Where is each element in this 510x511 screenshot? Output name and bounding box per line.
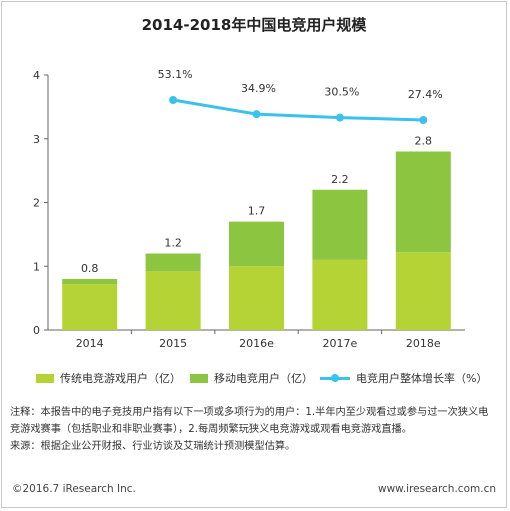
legend: 传统电竞游戏用户（亿） 移动电竞用户（亿） 电竞用户整体增长率（%）	[0, 370, 508, 390]
bar-traditional	[145, 271, 201, 330]
growth-label: 34.9%	[241, 82, 276, 95]
legend-swatch-mobile	[190, 373, 208, 383]
y-tick-label: 2	[33, 197, 40, 210]
x-tick-label: 2014	[76, 337, 104, 350]
y-tick-label: 1	[33, 260, 40, 273]
y-tick-label: 3	[33, 133, 40, 146]
bar-mobile	[145, 253, 201, 272]
growth-point	[419, 116, 428, 124]
bar-total-label: 2.2	[331, 173, 349, 186]
bar-mobile	[229, 221, 284, 267]
growth-point	[335, 113, 344, 122]
x-tick-label: 2015	[159, 337, 187, 350]
bar-mobile	[62, 279, 118, 285]
growth-line	[172, 98, 424, 122]
bar-traditional	[229, 266, 284, 330]
chart-title: 2014-2018年中国电竞用户规模	[141, 16, 367, 34]
legend-label-growth: 电竞用户整体增长率（%）	[356, 372, 488, 385]
y-tick-label: 4	[33, 69, 40, 82]
legend-label-mobile: 移动电竞用户（亿）	[214, 372, 313, 385]
bar-total-label: 2.8	[415, 135, 433, 148]
bar-total-label: 0.8	[81, 262, 99, 275]
growth-label: 30.5%	[324, 86, 359, 99]
bar-traditional	[62, 284, 118, 330]
bar-traditional	[312, 259, 368, 330]
legend-swatch-traditional	[36, 373, 54, 383]
growth-label: 27.4%	[408, 88, 443, 101]
bar-total-label: 1.7	[248, 205, 266, 218]
bar-total-label: 1.2	[164, 237, 182, 250]
legend-item-traditional: 传统电竞游戏用户（亿）	[36, 370, 181, 386]
note-source: 来源：根据企业公开财报、行业访谈及艾瑞统计预测模型估算。	[10, 441, 296, 452]
y-tick-label: 0	[33, 324, 40, 337]
legend-item-mobile: 移动电竞用户（亿）	[190, 370, 313, 386]
copyright: ©2016.7 iResearch Inc.	[12, 483, 136, 495]
legend-label-traditional: 传统电竞游戏用户（亿）	[60, 372, 181, 385]
growth-label: 53.1%	[158, 68, 193, 81]
x-tick-label: 2018e	[406, 337, 441, 350]
note-definition: 注释：本报告中的电子竞技用户指有以下一项或多项行为的用户：1.半年内至少观看过或…	[10, 407, 489, 435]
bar-traditional	[395, 252, 451, 330]
growth-point	[169, 96, 178, 104]
notes: 注释：本报告中的电子竞技用户指有以下一项或多项行为的用户：1.半年内至少观看过或…	[10, 404, 498, 455]
x-tick-label: 2016e	[239, 337, 274, 350]
x-tick-label: 2017e	[323, 337, 358, 350]
bar-mobile	[395, 151, 451, 253]
bar-mobile	[312, 189, 368, 260]
growth-point	[252, 110, 261, 119]
chart-area: 0 1 2 3 4 0.8 2014 1.2 2015 1.7 2016e 2.2 2017e 2.8 20…	[33, 68, 465, 350]
legend-swatch-growth	[320, 373, 350, 383]
legend-item-growth: 电竞用户整体增长率（%）	[320, 370, 487, 386]
website: www.iresearch.com.cn	[377, 483, 496, 495]
